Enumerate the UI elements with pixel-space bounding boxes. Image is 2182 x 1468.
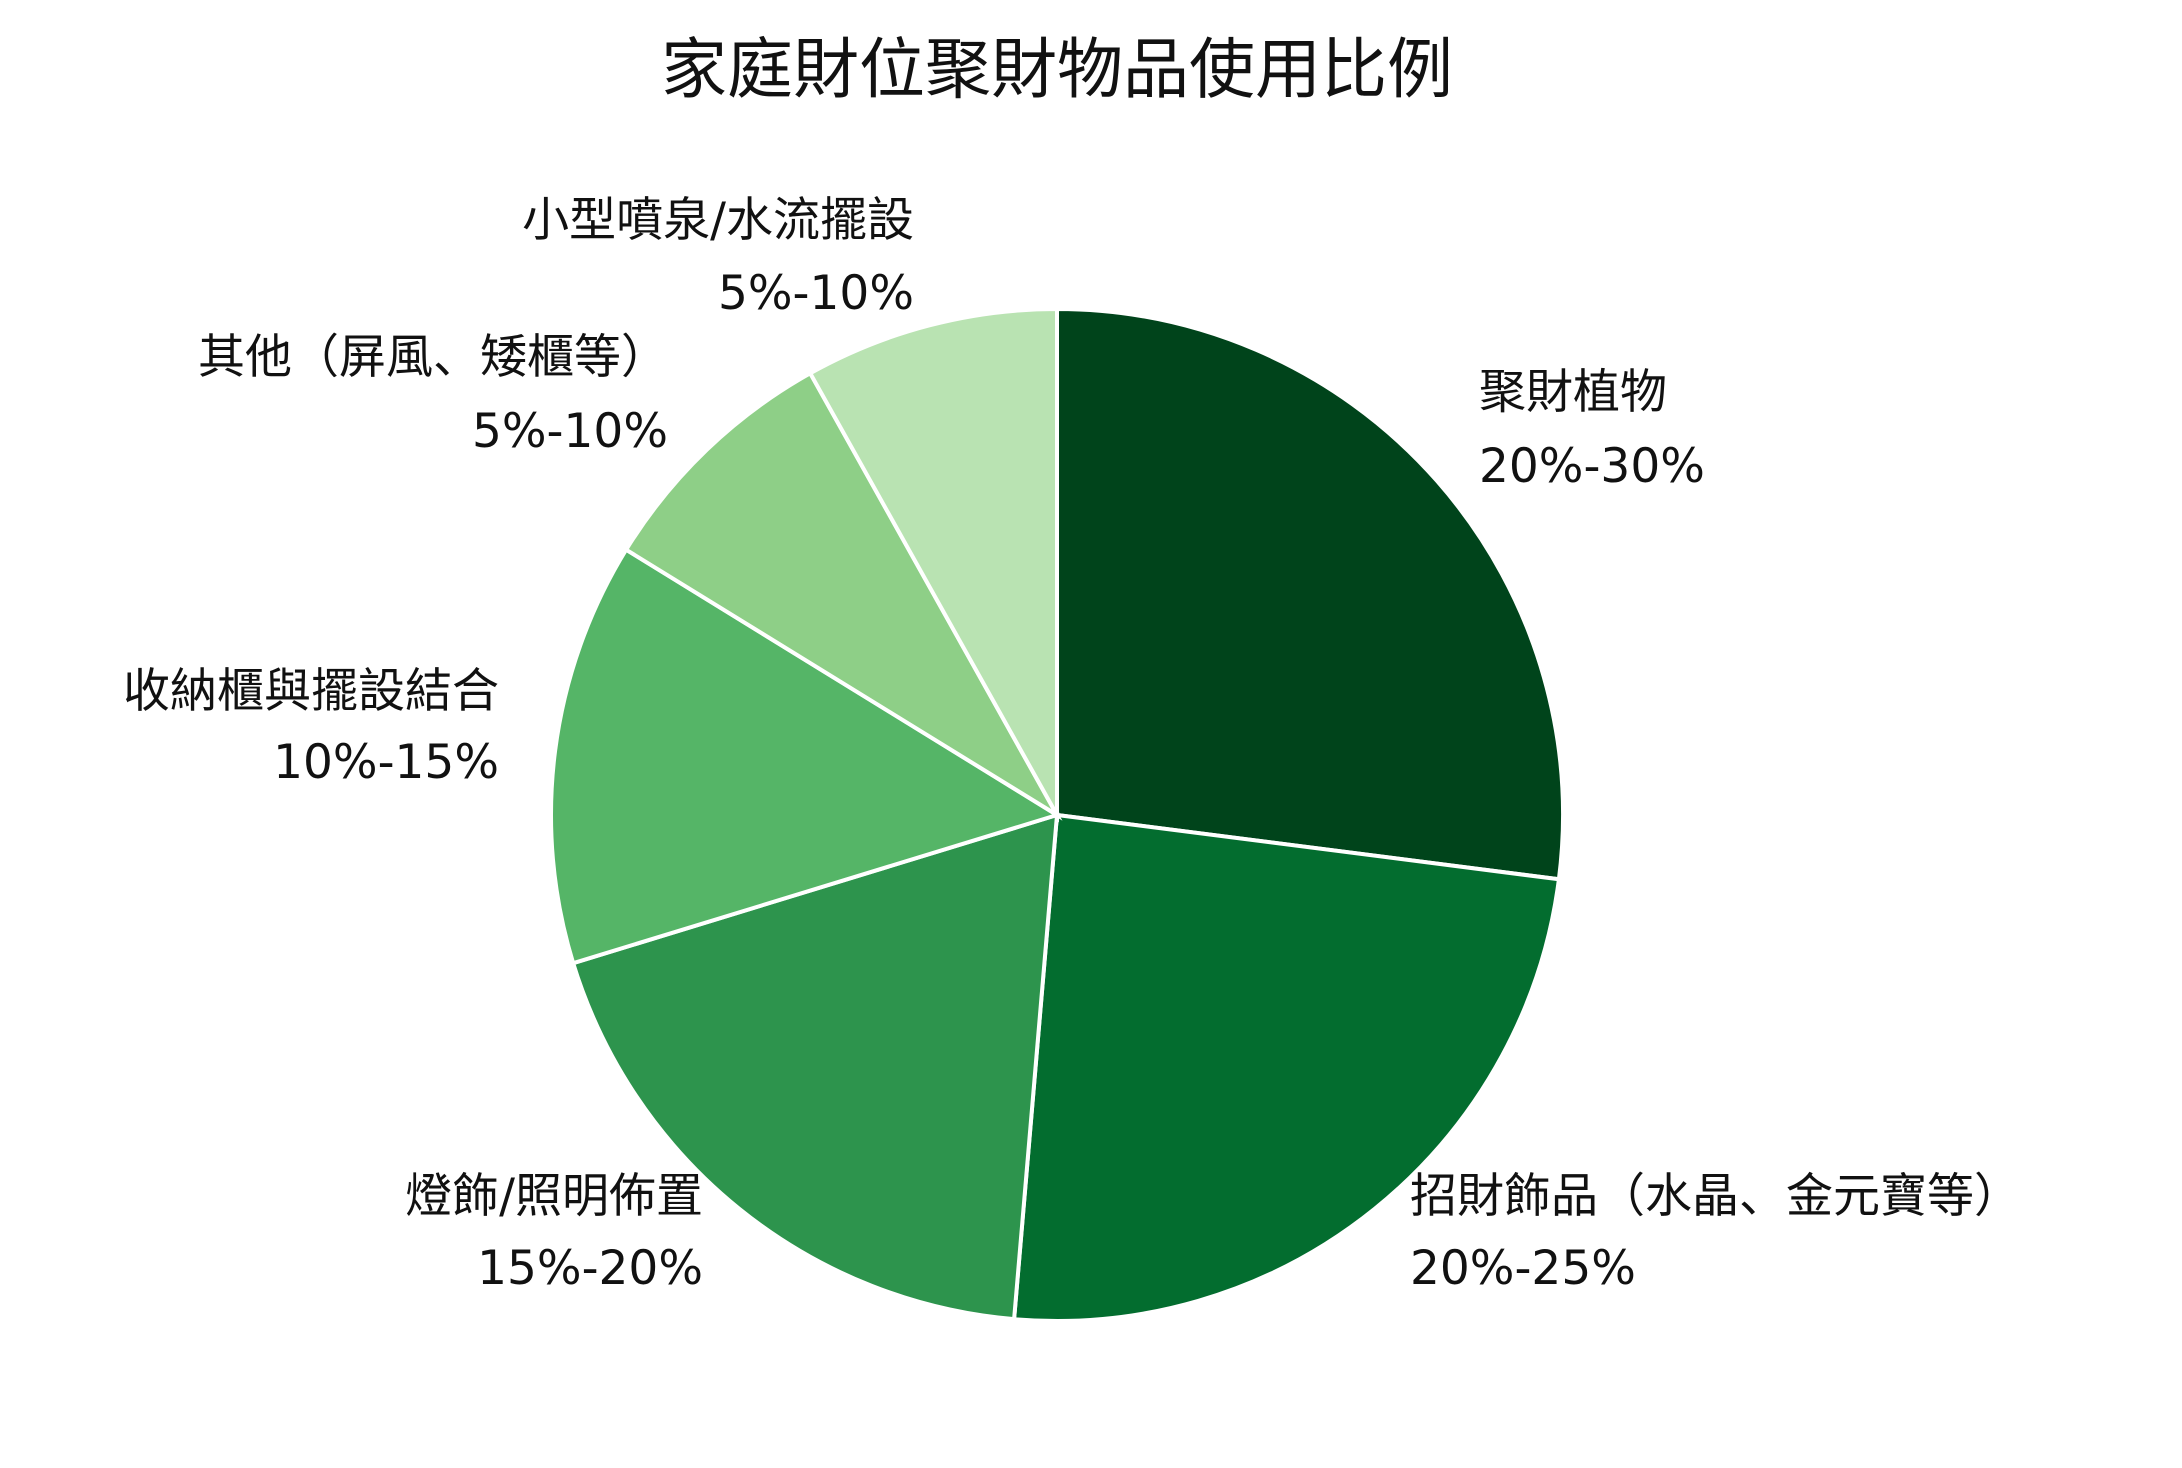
chart-title: 家庭財位聚財物品使用比例	[661, 31, 1453, 108]
slice-range-label: 20%-30%	[1479, 439, 1705, 494]
slice-range-label: 5%-10%	[718, 266, 914, 321]
slice-label: 收納櫃與擺設結合	[123, 664, 499, 719]
slice-range-label: 10%-15%	[273, 735, 499, 790]
pie-slice	[549, 546, 1062, 966]
pie-slices	[549, 306, 1565, 1323]
slice-label: 招財飾品（水晶、金元寶等）	[1410, 1169, 2021, 1224]
slice-label: 小型噴泉/水流擺設	[522, 193, 914, 248]
slice-label: 聚財植物	[1479, 365, 1667, 420]
pie-slice	[623, 370, 1063, 821]
slice-label: 其他（屏風、矮櫃等）	[198, 330, 668, 385]
pie-slice	[570, 812, 1060, 1322]
pie-slice	[1011, 812, 1562, 1323]
slice-label: 燈飾/照明佈置	[405, 1169, 703, 1224]
slice-range-label: 15%-20%	[477, 1241, 703, 1296]
slice-range-label: 20%-25%	[1410, 1241, 1636, 1296]
slice-range-label: 5%-10%	[472, 404, 668, 459]
slice-labels: 聚財植物 20%-30% 招財飾品（水晶、金元寶等） 20%-25% 燈飾/照明佈置 15…	[123, 193, 2021, 1296]
pie-slice	[807, 306, 1059, 823]
pie-slice	[1055, 306, 1565, 882]
